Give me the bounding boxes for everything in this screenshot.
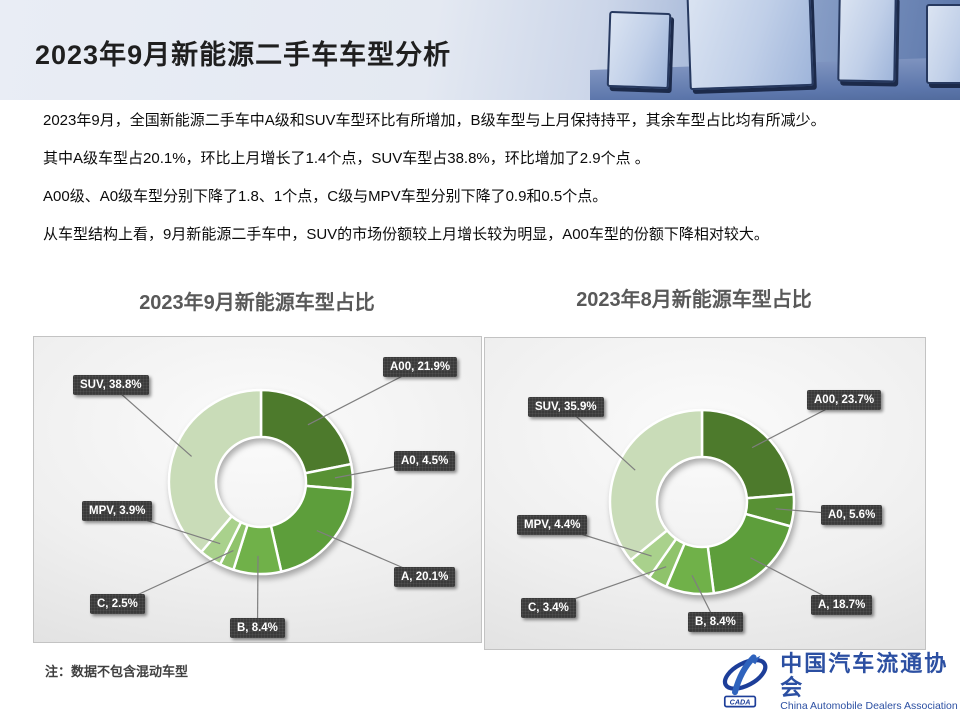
leader-line-B: [256, 555, 259, 629]
slice-label-A: A, 18.7%: [811, 595, 873, 615]
summary-line-2: 其中A级车型占20.1%，环比上月增长了1.4个点，SUV车型占38.8%，环比…: [43, 150, 650, 167]
slice-label-A00: A00, 21.9%: [383, 357, 458, 377]
summary-line-4: 从车型结构上看，9月新能源二手车中，SUV的市场份额较上月增长较为明显，A00车…: [43, 226, 769, 243]
slice-label-A00: A00, 23.7%: [807, 390, 882, 410]
cube-shape: [926, 4, 960, 84]
summary-line-3: A00级、A0级车型分别下降了1.8、1个点，C级与MPV车型分别下降了0.9和…: [43, 188, 608, 205]
donut-slice-A: [269, 484, 354, 573]
slice-label-A: A, 20.1%: [394, 567, 456, 587]
slice-label-SUV: SUV, 38.8%: [73, 375, 149, 395]
donut-slice-SUV: [167, 388, 263, 554]
leader-line-SUV: [565, 406, 636, 471]
slice-label-A0: A0, 4.5%: [394, 451, 456, 471]
slice-label-MPV: MPV, 4.4%: [517, 515, 588, 535]
cube-shape: [686, 0, 814, 91]
logo-name-zh: 中国汽车流通协会: [780, 650, 949, 700]
slice-label-MPV: MPV, 3.9%: [82, 501, 153, 521]
footnote: 注：数据不包含混动车型: [45, 664, 189, 679]
slice-label-A0: A0, 5.6%: [821, 505, 883, 525]
donut-slice-SUV: [608, 408, 704, 562]
chart-title-august: 2023年8月新能源车型占比: [576, 289, 812, 311]
leader-line-SUV: [110, 384, 192, 457]
summary-block: 2023年9月，全国新能源二手车中A级和SUV车型环比有所增加，B级车型与上月保…: [43, 112, 943, 264]
donut-slice-A00: [700, 408, 795, 500]
cube-shape: [606, 10, 672, 90]
header-banner: 2023年9月新能源二手车车型分析: [0, 0, 960, 100]
logo-name-en: China Automobile Dealers Association: [780, 699, 958, 712]
donut-slice-A: [706, 512, 792, 595]
slice-label-C: C, 3.4%: [521, 598, 576, 618]
cada-label: CADA: [730, 697, 751, 706]
slice-label-C: C, 2.5%: [90, 594, 145, 614]
slice-label-B: B, 8.4%: [688, 612, 743, 632]
banner-graphic: [590, 0, 960, 100]
organization-logo: CADA 中国汽车流通协会 China Automobile Dealers A…: [718, 650, 960, 714]
summary-line-1: 2023年9月，全国新能源二手车中A级和SUV车型环比有所增加，B级车型与上月保…: [43, 112, 826, 129]
slice-label-SUV: SUV, 35.9%: [528, 397, 604, 417]
donut-slice-A00: [259, 388, 353, 475]
page-title: 2023年9月新能源二手车车型分析: [35, 40, 452, 70]
cada-emblem-icon: CADA: [722, 654, 768, 708]
chart-panel-september: A00, 21.9% A0, 4.5% A, 20.1% B, 8.4% C, 2.5%…: [33, 336, 482, 643]
slice-label-B: B, 8.4%: [230, 618, 285, 638]
chart-panel-august: A00, 23.7% A0, 5.6% A, 18.7% B, 8.4% C, 3.4%…: [484, 337, 926, 650]
chart-title-september: 2023年9月新能源车型占比: [139, 292, 375, 314]
cube-shape: [837, 0, 897, 83]
